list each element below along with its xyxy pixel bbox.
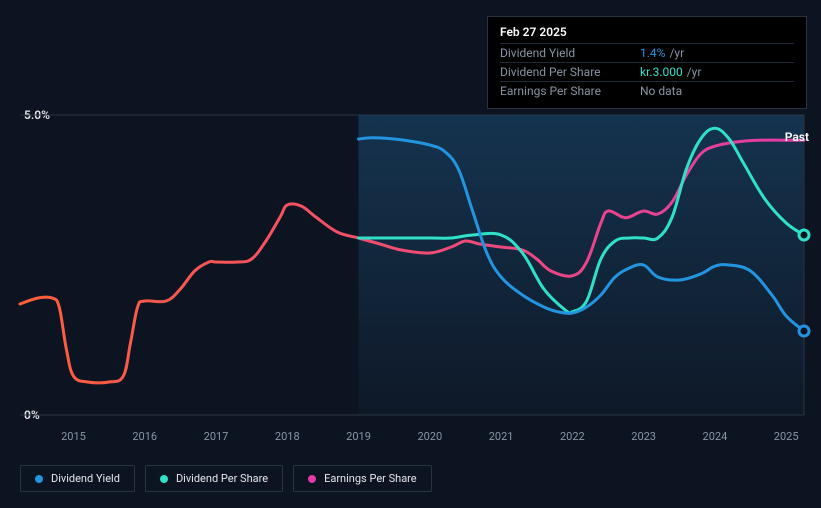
- tooltip-row: Dividend Per Sharekr.3.000/yr: [500, 62, 794, 81]
- legend-item-earnings-per-share[interactable]: Earnings Per Share: [293, 465, 432, 492]
- legend-item-dividend-yield[interactable]: Dividend Yield: [20, 465, 135, 492]
- legend-label: Dividend Per Share: [176, 472, 268, 485]
- x-axis-tick: 2022: [560, 430, 585, 443]
- x-axis-tick: 2016: [132, 430, 157, 443]
- tooltip-date: Feb 27 2025: [500, 25, 794, 43]
- legend-dot-icon: [160, 475, 168, 483]
- x-axis-tick: 2020: [417, 430, 442, 443]
- tooltip-row-label: Dividend Yield: [500, 46, 640, 60]
- x-axis-tick: 2015: [61, 430, 86, 443]
- tooltip-row-value: 1.4%/yr: [640, 46, 684, 60]
- x-axis-tick: 2021: [489, 430, 514, 443]
- legend-label: Earnings Per Share: [324, 472, 417, 485]
- past-label: Past: [785, 130, 809, 144]
- plot-svg: [20, 115, 804, 415]
- plot-area[interactable]: [20, 115, 804, 415]
- x-axis-tick: 2023: [631, 430, 656, 443]
- chart-tooltip: Feb 27 2025 Dividend Yield1.4%/yrDividen…: [487, 16, 807, 109]
- x-axis-tick: 2017: [204, 430, 229, 443]
- legend-dot-icon: [35, 475, 43, 483]
- tooltip-row-label: Earnings Per Share: [500, 84, 640, 98]
- dividend-chart: Feb 27 2025 Dividend Yield1.4%/yrDividen…: [0, 0, 821, 508]
- tooltip-row: Dividend Yield1.4%/yr: [500, 43, 794, 62]
- point-dividend-yield: [799, 326, 809, 336]
- x-axis-tick: 2024: [703, 430, 728, 443]
- legend-item-dividend-per-share[interactable]: Dividend Per Share: [145, 465, 283, 492]
- legend: Dividend Yield Dividend Per Share Earnin…: [20, 465, 432, 492]
- x-axis-tick: 2018: [275, 430, 300, 443]
- x-axis: 2015 2016 2017 2018 2019 2020 2021 2022 2023 2024…: [20, 430, 804, 450]
- x-axis-tick: 2019: [346, 430, 371, 443]
- tooltip-row-value: kr.3.000/yr: [640, 65, 701, 79]
- tooltip-row-label: Dividend Per Share: [500, 65, 640, 79]
- x-axis-tick: 2025: [774, 430, 799, 443]
- legend-dot-icon: [308, 475, 316, 483]
- legend-label: Dividend Yield: [51, 472, 120, 485]
- tooltip-row-value: No data: [640, 84, 682, 98]
- tooltip-rows: Dividend Yield1.4%/yrDividend Per Sharek…: [500, 43, 794, 100]
- tooltip-row: Earnings Per ShareNo data: [500, 81, 794, 100]
- point-dividend-per-share: [799, 230, 809, 240]
